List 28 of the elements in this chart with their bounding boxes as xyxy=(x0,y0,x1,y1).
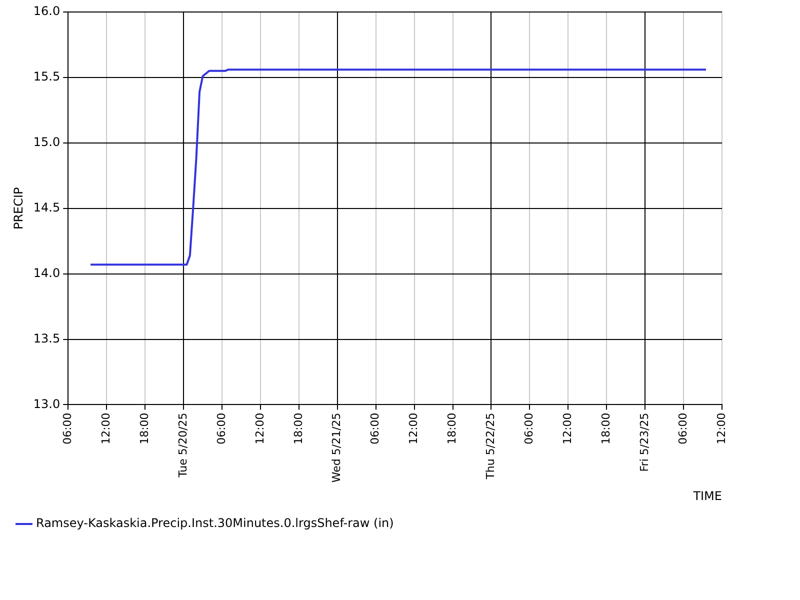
x-tick-label: 18:00 xyxy=(599,412,612,444)
x-tick-label: 12:00 xyxy=(253,412,266,444)
x-tick-label: Wed 5/21/25 xyxy=(330,412,344,483)
x-tick-label: 06:00 xyxy=(522,412,536,444)
x-axis-title: TIME xyxy=(692,488,722,503)
y-tick-label: 13.5 xyxy=(33,331,60,346)
x-tick-label: Thu 5/22/25 xyxy=(484,412,498,480)
x-tick-label: 06:00 xyxy=(676,412,690,444)
y-tick-label: 14.5 xyxy=(33,200,60,214)
legend-label: Ramsey-Kaskaskia.Precip.Inst.30Minutes.0.lrgsShef-raw (in) xyxy=(36,516,394,530)
x-tick-label: 12:00 xyxy=(407,412,420,444)
x-tick-label: 06:00 xyxy=(60,412,74,444)
y-axis-title: PRECIP xyxy=(11,187,26,230)
x-tick-label: 12:00 xyxy=(561,412,574,444)
x-tick-label: Tue 5/20/25 xyxy=(176,412,190,478)
x-tick-label: 12:00 xyxy=(99,412,112,444)
x-tick-label: 18:00 xyxy=(138,412,151,444)
y-tick-label: 15.5 xyxy=(33,70,60,84)
x-tick-label: Fri 5/23/25 xyxy=(638,412,651,472)
y-tick-label: 14.0 xyxy=(33,266,60,280)
y-tick-label: 16.0 xyxy=(33,4,60,18)
x-tick-label: 06:00 xyxy=(214,412,228,444)
y-tick-label: 13.0 xyxy=(33,396,60,411)
x-tick-label: 12:00 xyxy=(714,412,728,444)
x-tick-label: 06:00 xyxy=(368,412,382,444)
y-tick-label: 15.0 xyxy=(33,135,60,150)
x-tick-label: 18:00 xyxy=(292,412,305,444)
x-tick-label: 18:00 xyxy=(446,412,459,444)
